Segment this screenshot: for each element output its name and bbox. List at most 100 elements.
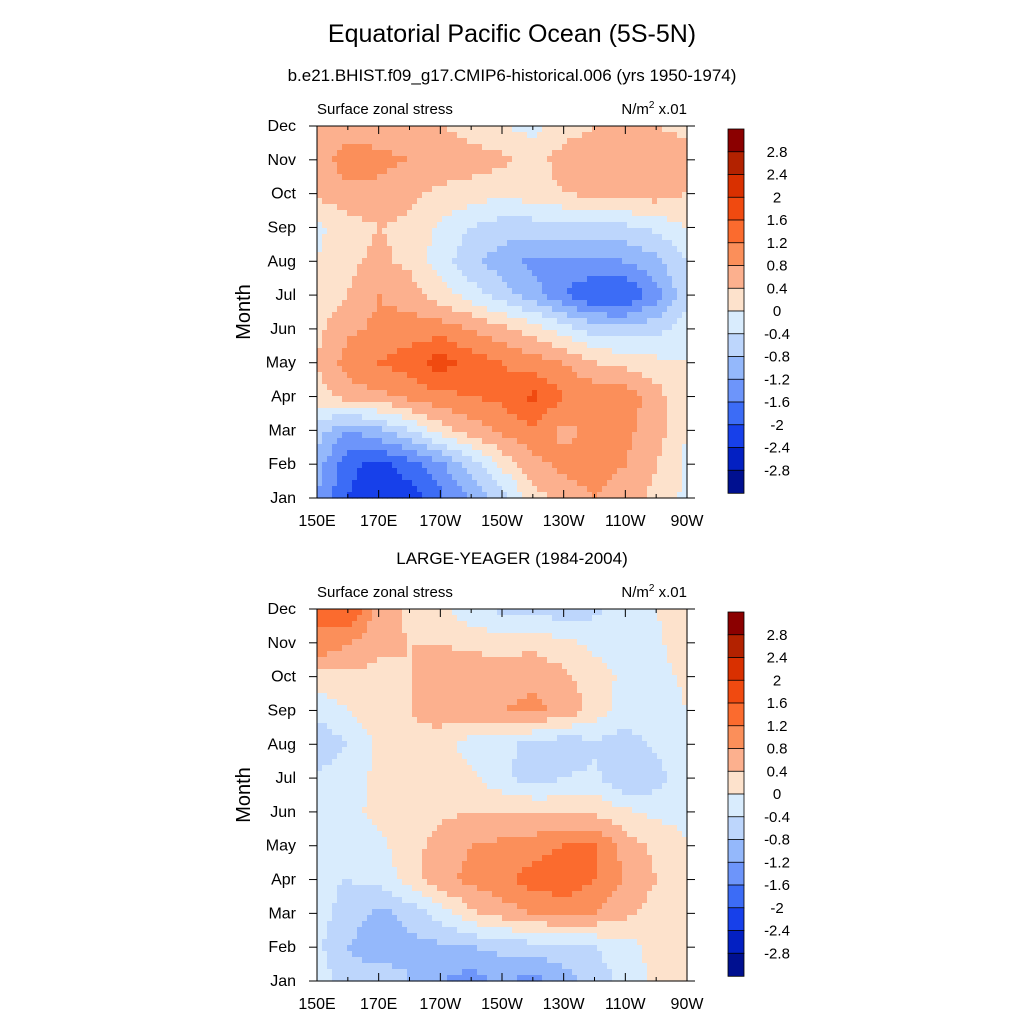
heatmap-cell (357, 276, 363, 283)
heatmap-cell (527, 348, 533, 355)
heatmap-cell (482, 627, 488, 634)
heatmap-cell (522, 162, 528, 169)
heatmap-cell (462, 318, 468, 325)
heatmap-cell (402, 384, 408, 391)
heatmap-cell (612, 132, 618, 139)
heatmap-cell (532, 615, 538, 622)
heatmap-cell (657, 372, 663, 379)
heatmap-cell (582, 210, 588, 217)
heatmap-cell (392, 330, 398, 337)
heatmap-cell (577, 336, 583, 343)
heatmap-cell (567, 162, 573, 169)
heatmap-cell (447, 444, 453, 451)
heatmap-cell (632, 222, 638, 229)
heatmap-cell (427, 336, 433, 343)
heatmap-cell (642, 174, 648, 181)
heatmap-cell (512, 300, 518, 307)
heatmap-cell (497, 492, 503, 499)
heatmap-cell (332, 609, 338, 616)
heatmap-cell (652, 132, 658, 139)
heatmap-cell (637, 480, 643, 487)
heatmap-cell (662, 384, 668, 391)
heatmap-cell (422, 372, 428, 379)
heatmap-cell (332, 414, 338, 421)
heatmap-cell (667, 204, 673, 211)
heatmap-cell (522, 621, 528, 628)
heatmap-cell (457, 138, 463, 145)
heatmap-cell (382, 264, 388, 271)
heatmap-cell (557, 438, 563, 445)
heatmap-cell (492, 360, 498, 367)
heatmap-cell (532, 192, 538, 199)
heatmap-cell (337, 126, 343, 133)
heatmap-cell (447, 456, 453, 463)
heatmap-cell (427, 372, 433, 379)
heatmap-cell (577, 396, 583, 403)
heatmap-cell (367, 258, 373, 265)
heatmap-cell (637, 150, 643, 157)
heatmap-cell (537, 228, 543, 235)
heatmap-cell (437, 138, 443, 145)
heatmap-cell (547, 384, 553, 391)
heatmap-cell (397, 318, 403, 325)
heatmap-cell (407, 420, 413, 427)
heatmap-cell (557, 366, 563, 373)
heatmap-cell (402, 438, 408, 445)
heatmap-cell (502, 384, 508, 391)
heatmap-cell (637, 264, 643, 271)
heatmap-cell (607, 306, 613, 313)
heatmap-cell (672, 408, 678, 415)
heatmap-cell (607, 240, 613, 247)
heatmap-cell (657, 609, 663, 616)
heatmap-cell (372, 480, 378, 487)
heatmap-cell (537, 276, 543, 283)
heatmap-cell (477, 234, 483, 241)
heatmap-cell (402, 324, 408, 331)
heatmap-cell (477, 210, 483, 217)
heatmap-cell (482, 414, 488, 421)
heatmap-cell (332, 462, 338, 469)
heatmap-cell (347, 126, 353, 133)
heatmap-cell (672, 402, 678, 409)
heatmap-cell (377, 627, 383, 634)
heatmap-cell (522, 210, 528, 217)
heatmap-cell (677, 294, 683, 301)
heatmap-cell (612, 474, 618, 481)
heatmap-cell (562, 300, 568, 307)
heatmap-cell (587, 372, 593, 379)
heatmap-cell (367, 444, 373, 451)
heatmap-cell (342, 462, 348, 469)
heatmap-cell (412, 480, 418, 487)
heatmap-cell (582, 126, 588, 133)
heatmap-cell (367, 414, 373, 421)
heatmap-cell (652, 384, 658, 391)
heatmap-cell (552, 360, 558, 367)
heatmap-cell (337, 420, 343, 427)
heatmap-cell (682, 378, 688, 385)
heatmap-cell (357, 318, 363, 325)
heatmap-cell (577, 408, 583, 415)
heatmap-cell (412, 258, 418, 265)
heatmap-cell (447, 354, 453, 361)
heatmap-cell (502, 270, 508, 277)
heatmap-cell (317, 132, 323, 139)
heatmap-cell (622, 408, 628, 415)
heatmap-cell (362, 330, 368, 337)
heatmap-cell (337, 330, 343, 337)
heatmap-cell (462, 252, 468, 259)
heatmap-cell (357, 294, 363, 301)
heatmap-cell (577, 330, 583, 337)
heatmap-cell (407, 174, 413, 181)
heatmap-cell (322, 432, 328, 439)
heatmap-cell (672, 234, 678, 241)
heatmap-cell (442, 438, 448, 445)
heatmap-cell (362, 474, 368, 481)
heatmap-cell (652, 372, 658, 379)
heatmap-cell (677, 138, 683, 145)
heatmap-cell (622, 456, 628, 463)
heatmap-cell (432, 144, 438, 151)
heatmap-cell (642, 186, 648, 193)
heatmap-cell (562, 456, 568, 463)
heatmap-cell (532, 234, 538, 241)
heatmap-cell (532, 402, 538, 409)
